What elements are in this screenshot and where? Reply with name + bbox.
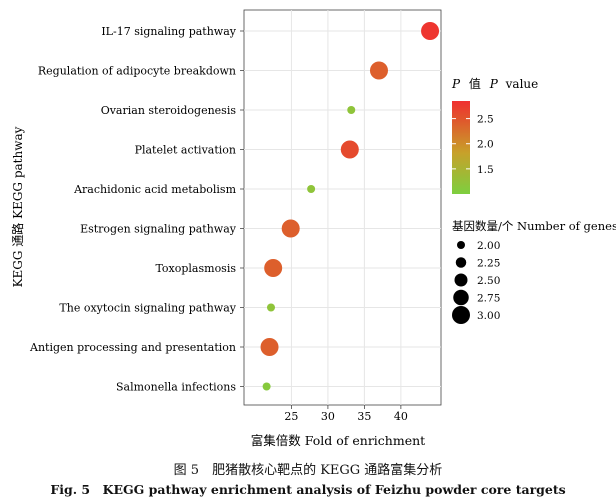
x-tick-label: 35 xyxy=(357,410,371,423)
color-tick-label: 2.5 xyxy=(477,114,494,126)
data-point xyxy=(260,338,279,356)
y-tick-label: The oxytocin signaling pathway xyxy=(59,302,236,315)
data-point xyxy=(307,185,316,193)
data-point xyxy=(421,22,440,40)
plot-panel xyxy=(243,9,442,406)
figure-caption-en: Fig. 5 KEGG pathway enrichment analysis … xyxy=(50,482,566,497)
data-point xyxy=(347,106,356,114)
x-tick-label: 30 xyxy=(321,410,335,423)
size-legend-dot xyxy=(452,306,470,324)
size-legend: 基因数量/个 Number of genes 2.00 2.25 2.50 2.75 3… xyxy=(452,219,616,324)
figure-caption-cn: 图 5 肥猪散核心靶点的 KEGG 通路富集分析 xyxy=(173,463,443,478)
data-point xyxy=(262,382,271,391)
size-legend-dot xyxy=(455,257,467,268)
y-tick-label: Platelet activation xyxy=(135,144,236,157)
size-legend-label: 2.00 xyxy=(477,240,500,252)
size-legend-label: 2.25 xyxy=(477,258,500,270)
y-tick-label: Regulation of adipocyte breakdown xyxy=(38,65,236,78)
color-legend-title-p2: P xyxy=(489,77,499,91)
size-legend-label: 2.75 xyxy=(477,293,500,305)
color-legend-title-tail: value xyxy=(505,77,539,91)
x-axis-title: 富集倍数 Fold of enrichment xyxy=(251,433,425,448)
y-tick-label: Antigen processing and presentation xyxy=(29,341,236,354)
x-tick-label: 25 xyxy=(284,410,298,423)
data-points xyxy=(260,22,440,391)
color-legend-title: P 值 P value xyxy=(451,76,538,91)
size-legend-label: 3.00 xyxy=(477,310,500,322)
data-point xyxy=(281,219,300,238)
y-tick-label: Toxoplasmosis xyxy=(155,262,236,275)
size-legend-dot xyxy=(454,273,468,287)
size-legend-dot xyxy=(457,241,465,249)
data-point xyxy=(369,61,388,80)
color-bar xyxy=(452,101,470,194)
y-tick-label: Arachidonic acid metabolism xyxy=(73,183,236,196)
size-legend-label: 2.50 xyxy=(477,275,500,287)
data-point xyxy=(340,140,359,159)
y-axis: IL-17 signaling pathway Regulation of adi… xyxy=(29,25,244,394)
x-axis: 25 30 35 40 xyxy=(284,405,408,423)
data-point xyxy=(264,259,283,277)
color-tick-label: 2.0 xyxy=(477,139,494,151)
color-tick-label: 1.5 xyxy=(477,164,494,176)
data-point xyxy=(266,303,275,312)
y-tick-label: Ovarian steroidogenesis xyxy=(101,104,237,117)
y-tick-label: IL-17 signaling pathway xyxy=(101,25,236,38)
size-legend-title: 基因数量/个 Number of genes xyxy=(452,219,616,233)
color-legend-title-p: P xyxy=(451,77,461,91)
y-axis-title: KEGG 通路 KEGG pathway xyxy=(10,126,25,287)
y-tick-label: Estrogen signaling pathway xyxy=(80,223,237,236)
size-legend-dot xyxy=(453,289,469,306)
x-tick-label: 40 xyxy=(394,410,408,423)
y-tick-label: Salmonella infections xyxy=(116,381,236,394)
color-legend: P 值 P value 1.5 2.0 2.5 xyxy=(451,76,538,194)
color-legend-title-cn: 值 xyxy=(469,76,481,91)
